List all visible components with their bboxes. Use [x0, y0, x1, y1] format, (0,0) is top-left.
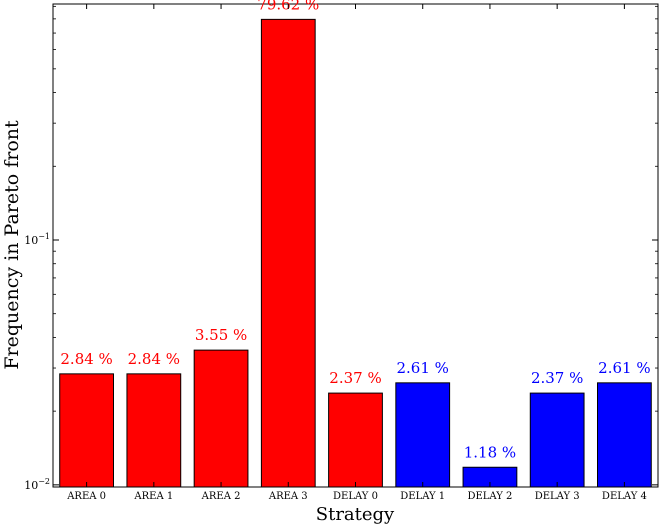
data-label-6: 1.18 % — [464, 443, 516, 461]
x-tick-label-0: AREA 0 — [66, 491, 106, 502]
x-tick-label-4: DELAY 0 — [333, 491, 378, 502]
data-label-4: 2.37 % — [329, 369, 381, 387]
data-label-5: 2.61 % — [397, 359, 449, 377]
data-label-8: 2.61 % — [598, 359, 650, 377]
y-tick-label-1: 10−1 — [24, 232, 50, 247]
y-axis-label: Frequency in Pareto front — [1, 120, 23, 370]
x-tick-label-6: DELAY 2 — [467, 491, 512, 502]
x-tick-label-5: DELAY 1 — [400, 491, 445, 502]
bar-7 — [529, 392, 585, 488]
bar-2 — [193, 349, 249, 488]
bar-0 — [59, 373, 114, 488]
y-tick-label-0: 10−2 — [24, 477, 50, 492]
x-tick-label-3: AREA 3 — [268, 491, 308, 502]
data-label-1: 2.84 % — [128, 350, 180, 368]
bar-4 — [328, 392, 383, 488]
x-tick-label-8: DELAY 4 — [602, 491, 647, 502]
x-tick-label-7: DELAY 3 — [535, 491, 580, 502]
data-label-2: 3.55 % — [195, 326, 247, 344]
data-label-7: 2.37 % — [531, 369, 583, 387]
x-axis-label: Strategy — [316, 504, 395, 525]
bar-3 — [260, 18, 316, 488]
x-tick-label-1: AREA 1 — [133, 491, 173, 502]
x-tick-label-2: AREA 2 — [201, 491, 241, 502]
plot-area: 10−2 10−1 2.84 % AREA 0 2.84 % AREA 1 3.55 % AR… — [24, 0, 659, 502]
bar-1 — [126, 373, 182, 488]
bar-8 — [597, 382, 652, 488]
data-label-0: 2.84 % — [60, 350, 112, 368]
bar-5 — [395, 382, 451, 488]
